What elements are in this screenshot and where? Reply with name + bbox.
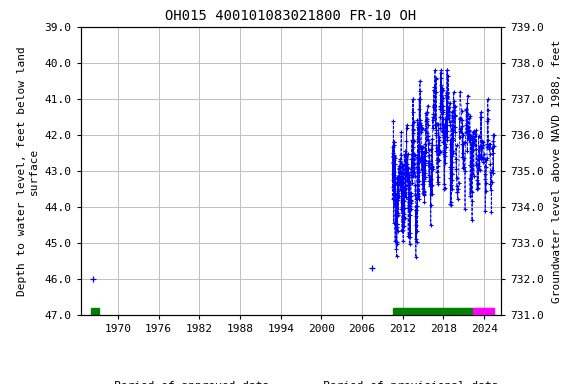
Y-axis label: Depth to water level, feet below land
surface: Depth to water level, feet below land su… [17, 46, 39, 296]
Bar [473, 308, 494, 315]
Y-axis label: Groundwater level above NAVD 1988, feet: Groundwater level above NAVD 1988, feet [552, 39, 562, 303]
Legend: Period of approved data, Period of provisional data: Period of approved data, Period of provi… [79, 377, 503, 384]
Title: OH015 400101083021800 FR-10 OH: OH015 400101083021800 FR-10 OH [165, 9, 416, 23]
Bar [393, 308, 473, 315]
Bar [91, 308, 99, 315]
